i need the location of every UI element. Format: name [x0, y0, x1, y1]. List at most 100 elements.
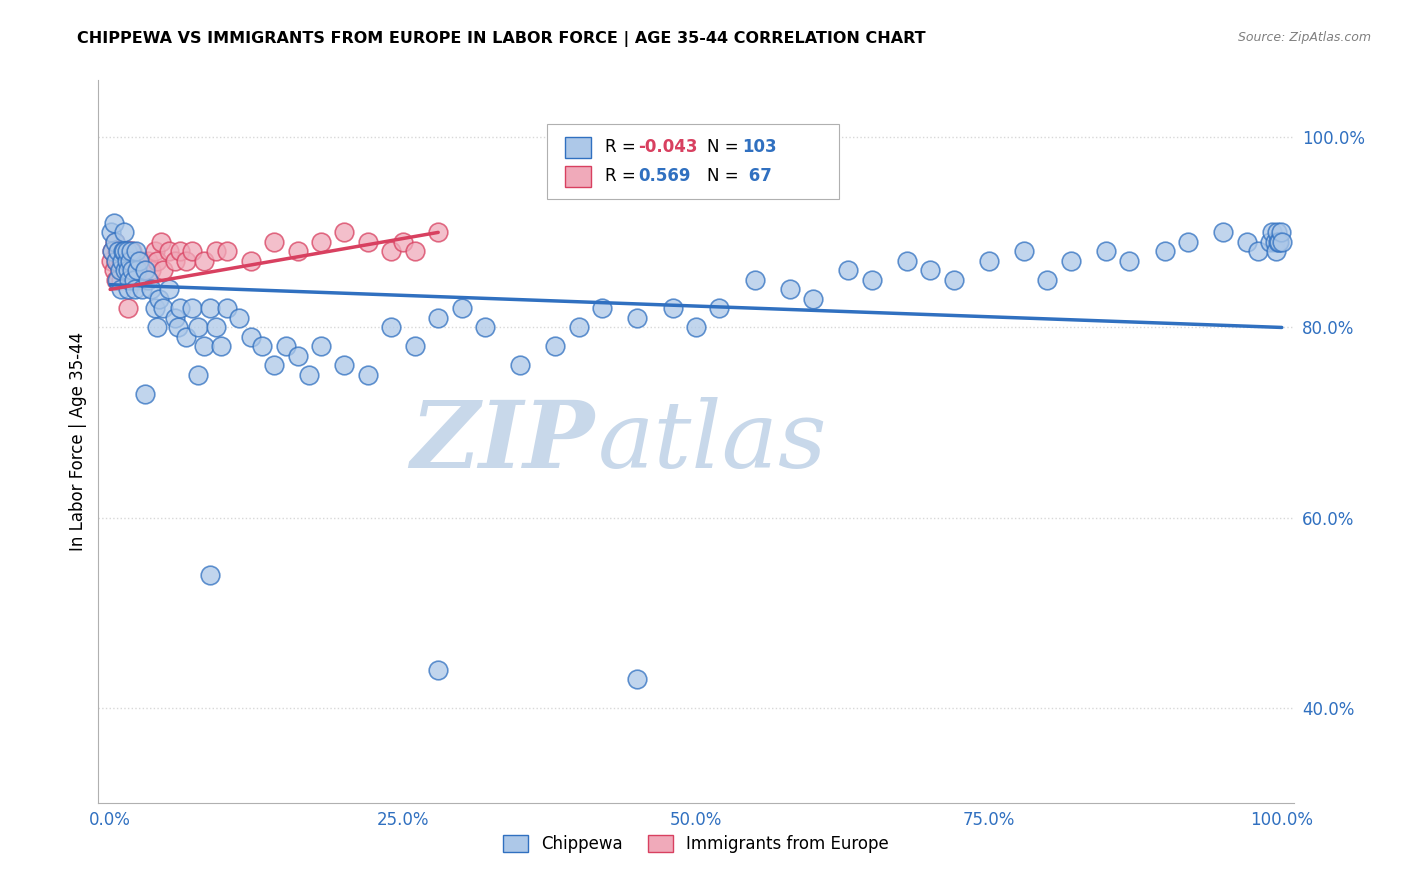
Point — [157, 244, 180, 259]
Point — [127, 273, 149, 287]
Text: 67: 67 — [742, 168, 772, 186]
Point — [121, 263, 143, 277]
Text: N =: N = — [707, 138, 744, 156]
Point — [117, 282, 139, 296]
Y-axis label: In Labor Force | Age 35-44: In Labor Force | Age 35-44 — [69, 332, 87, 551]
Point — [298, 368, 321, 382]
Point — [122, 273, 145, 287]
Point — [333, 359, 356, 373]
Point — [115, 253, 138, 268]
Point — [100, 226, 122, 240]
Point — [977, 253, 1000, 268]
Point — [239, 330, 262, 344]
Point — [132, 273, 155, 287]
Point — [157, 282, 180, 296]
Point — [121, 244, 143, 259]
Text: ZIP: ZIP — [411, 397, 595, 486]
Point — [169, 244, 191, 259]
Point — [125, 244, 148, 259]
Point — [163, 253, 186, 268]
Point — [287, 244, 309, 259]
Point — [120, 273, 141, 287]
Point — [101, 244, 124, 259]
Point — [1265, 244, 1288, 259]
Point — [896, 253, 918, 268]
Point — [167, 320, 190, 334]
Point — [626, 672, 648, 686]
FancyBboxPatch shape — [565, 166, 591, 187]
Point — [105, 253, 128, 268]
Point — [450, 301, 472, 316]
Point — [112, 253, 135, 268]
Point — [357, 235, 380, 249]
Point — [1118, 253, 1140, 268]
Point — [143, 301, 166, 316]
Point — [568, 320, 591, 334]
Point — [860, 273, 883, 287]
Point — [108, 263, 131, 277]
Point — [136, 253, 159, 268]
Point — [1258, 235, 1281, 249]
Point — [118, 244, 141, 259]
Point — [110, 282, 132, 296]
Point — [111, 253, 134, 268]
Point — [193, 253, 215, 268]
Point — [143, 244, 166, 259]
Point — [103, 216, 125, 230]
Point — [427, 310, 450, 325]
Point — [1267, 235, 1289, 249]
FancyBboxPatch shape — [565, 136, 591, 158]
Point — [287, 349, 309, 363]
Point — [198, 301, 221, 316]
Point — [112, 244, 135, 259]
Point — [333, 226, 356, 240]
Point — [141, 282, 163, 296]
Point — [169, 301, 191, 316]
Text: atlas: atlas — [598, 397, 828, 486]
Text: R =: R = — [605, 168, 641, 186]
Point — [128, 263, 150, 277]
Point — [136, 273, 159, 287]
Point — [211, 339, 233, 353]
Point — [309, 339, 332, 353]
Point — [114, 263, 136, 277]
Point — [105, 273, 128, 287]
Text: 0.569: 0.569 — [638, 168, 692, 186]
Point — [801, 292, 824, 306]
Point — [1268, 235, 1291, 249]
Point — [474, 320, 496, 334]
Point — [128, 253, 150, 268]
Point — [837, 263, 859, 277]
Point — [217, 301, 239, 316]
Point — [1265, 226, 1288, 240]
Point — [152, 263, 174, 277]
Point — [120, 244, 142, 259]
Point — [122, 273, 145, 287]
Point — [181, 301, 204, 316]
Point — [1095, 244, 1118, 259]
FancyBboxPatch shape — [547, 124, 839, 200]
Point — [187, 368, 209, 382]
Point — [134, 263, 156, 277]
Point — [108, 263, 131, 277]
Point — [117, 301, 139, 316]
Point — [626, 310, 648, 325]
Point — [112, 226, 135, 240]
Point — [163, 310, 186, 325]
Point — [204, 244, 226, 259]
Point — [404, 339, 426, 353]
Point — [111, 263, 134, 277]
Point — [107, 273, 129, 287]
Point — [174, 330, 197, 344]
Point — [1212, 226, 1234, 240]
Point — [591, 301, 613, 316]
Text: R =: R = — [605, 138, 641, 156]
Point — [148, 292, 170, 306]
Point — [1012, 244, 1035, 259]
Point — [107, 253, 129, 268]
Point — [120, 253, 141, 268]
Point — [509, 359, 531, 373]
Point — [187, 320, 209, 334]
Point — [942, 273, 965, 287]
Point — [115, 263, 138, 277]
